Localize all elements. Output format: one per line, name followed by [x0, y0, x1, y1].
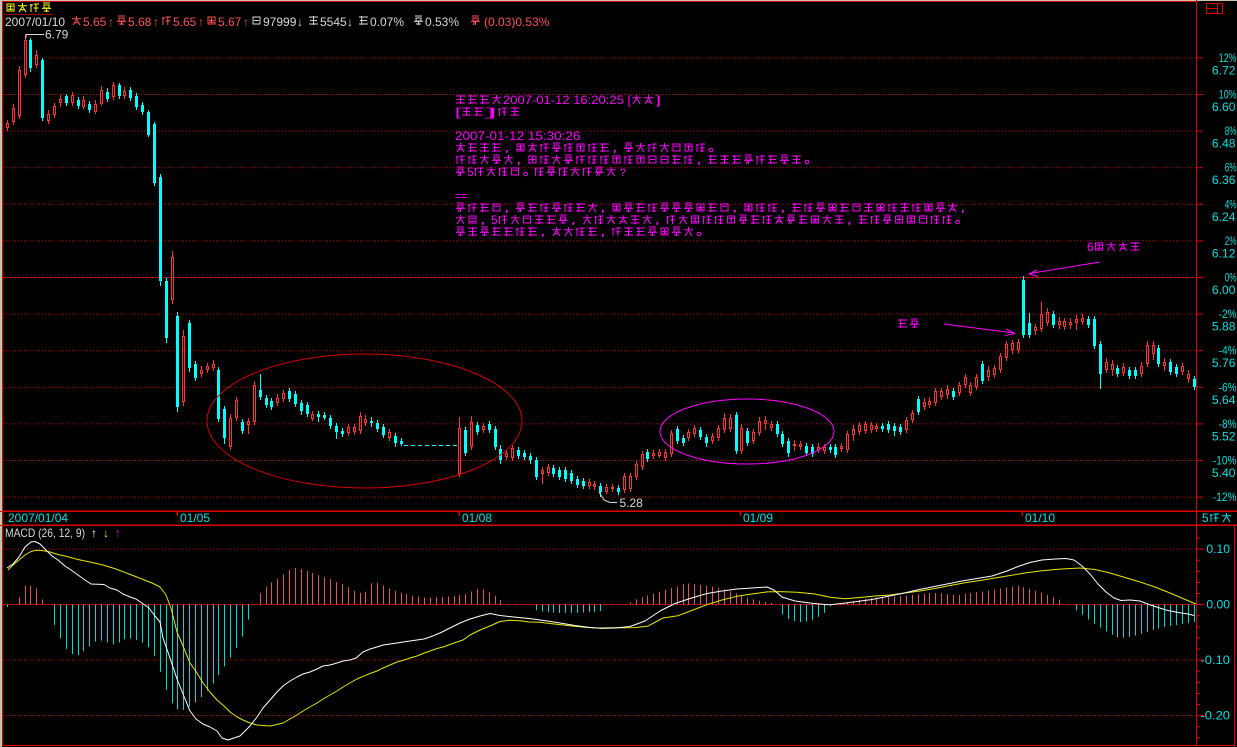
- svg-text:6.60: 6.60: [1212, 100, 1236, 114]
- svg-text:-0.20: -0.20: [1201, 709, 1231, 723]
- svg-text:-2%: -2%: [1219, 307, 1237, 321]
- svg-text:6: 6: [1087, 240, 1094, 254]
- svg-text:MACD (26, 12, 9): MACD (26, 12, 9): [5, 526, 85, 540]
- svg-text:01/05: 01/05: [180, 511, 210, 525]
- svg-text:↑: ↑: [243, 15, 249, 29]
- svg-text:[: [: [455, 105, 462, 119]
- svg-text:0.00: 0.00: [1206, 598, 1230, 612]
- svg-text:↓: ↓: [297, 15, 303, 29]
- svg-text:5.65: 5.65: [173, 15, 197, 29]
- svg-text:5545: 5545: [320, 15, 347, 29]
- svg-text:↑: ↑: [198, 15, 204, 29]
- svg-text:6.00: 6.00: [1212, 283, 1236, 297]
- svg-text:==: ==: [455, 189, 467, 203]
- svg-text:01/10: 01/10: [1025, 511, 1055, 525]
- svg-text:↑: ↑: [91, 526, 97, 540]
- svg-text:2%: 2%: [1225, 234, 1237, 248]
- svg-text:6.72: 6.72: [1212, 63, 1236, 77]
- svg-text:]: ]: [655, 93, 661, 107]
- svg-text:2007-01-12 16:20:25 [: 2007-01-12 16:20:25 [: [503, 93, 632, 107]
- svg-text:10%: 10%: [1219, 88, 1237, 102]
- svg-text:↑: ↑: [153, 15, 159, 29]
- svg-text:5: 5: [491, 213, 498, 227]
- svg-text:↑: ↑: [108, 15, 114, 29]
- svg-text:-4%: -4%: [1219, 344, 1237, 358]
- svg-text:2007-01-12 15:30:26: 2007-01-12 15:30:26: [455, 129, 581, 143]
- svg-text:(0.03)0.53%: (0.03)0.53%: [484, 15, 550, 29]
- svg-text:0.10: 0.10: [1206, 542, 1230, 556]
- svg-text:5.40: 5.40: [1212, 466, 1236, 480]
- svg-text:6.48: 6.48: [1212, 137, 1236, 151]
- svg-text:0.07%: 0.07%: [370, 15, 404, 29]
- svg-text:↓: ↓: [103, 526, 109, 540]
- svg-text:6.36: 6.36: [1212, 173, 1236, 187]
- svg-text:0%: 0%: [1225, 271, 1237, 285]
- svg-text:5.52: 5.52: [1212, 429, 1236, 443]
- svg-text:5.67: 5.67: [218, 15, 242, 29]
- svg-text:12%: 12%: [1219, 51, 1237, 65]
- svg-text:5: 5: [1202, 511, 1209, 525]
- svg-text:-8%: -8%: [1219, 417, 1237, 431]
- svg-text:2007/01/04: 2007/01/04: [8, 511, 68, 525]
- svg-text:2007/01/10: 2007/01/10: [5, 15, 65, 29]
- svg-text:8%: 8%: [1225, 124, 1237, 138]
- svg-text:-10%: -10%: [1213, 454, 1237, 468]
- svg-text:]: ]: [485, 105, 497, 119]
- svg-text:4%: 4%: [1225, 197, 1237, 211]
- svg-text:6.24: 6.24: [1212, 210, 1236, 224]
- svg-text:6%: 6%: [1225, 161, 1237, 175]
- svg-text:01/09: 01/09: [743, 511, 773, 525]
- svg-text:5.88: 5.88: [1212, 320, 1236, 334]
- svg-text:0.53%: 0.53%: [425, 15, 459, 29]
- svg-text:-6%: -6%: [1219, 380, 1237, 394]
- svg-text:↑: ↑: [115, 526, 121, 540]
- svg-text:97999: 97999: [263, 15, 297, 29]
- svg-text:5: 5: [467, 165, 474, 179]
- svg-text:5.64: 5.64: [1212, 393, 1236, 407]
- svg-text:5.76: 5.76: [1212, 356, 1236, 370]
- svg-text:?: ?: [620, 167, 626, 179]
- svg-text:6.79: 6.79: [45, 28, 69, 42]
- svg-text:5.65: 5.65: [83, 15, 107, 29]
- svg-text:↓: ↓: [347, 15, 353, 29]
- svg-text:-0.10: -0.10: [1201, 653, 1231, 667]
- svg-text:5.28: 5.28: [620, 496, 644, 510]
- svg-text:6.12: 6.12: [1212, 246, 1236, 260]
- svg-text:01/08: 01/08: [462, 511, 492, 525]
- svg-text:5.68: 5.68: [128, 15, 152, 29]
- svg-text:-12%: -12%: [1213, 490, 1237, 504]
